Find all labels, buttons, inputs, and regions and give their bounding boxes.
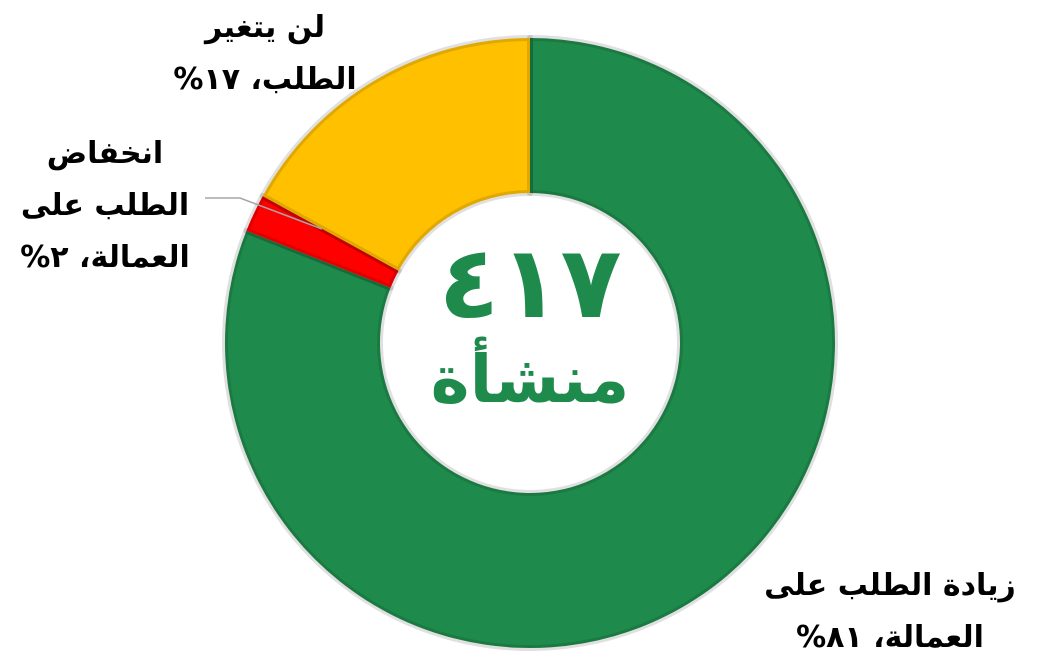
slice-label: انخفاض الطلب على العمالة، ٢% [10, 128, 200, 284]
category-name: لن يتغير الطلب، [204, 10, 357, 97]
donut-slice [259, 35, 533, 274]
category-name: انخفاض الطلب على العمالة، [20, 136, 190, 275]
donut-slice [243, 193, 402, 291]
value-label: ٢% [20, 240, 69, 275]
category-name: زيادة الطلب على العمالة، [764, 568, 1016, 655]
slice-label: زيادة الطلب على العمالة، ٨١% [735, 560, 1045, 664]
leader-line [205, 197, 323, 230]
value-label: ٨١% [796, 620, 863, 655]
center-number: ٤١٧ [438, 224, 622, 341]
slice-label: لن يتغير الطلب، ١٧% [150, 2, 380, 106]
donut-slice [222, 35, 838, 651]
value-label: ١٧% [173, 62, 241, 97]
center-text: منشأة [430, 341, 630, 418]
